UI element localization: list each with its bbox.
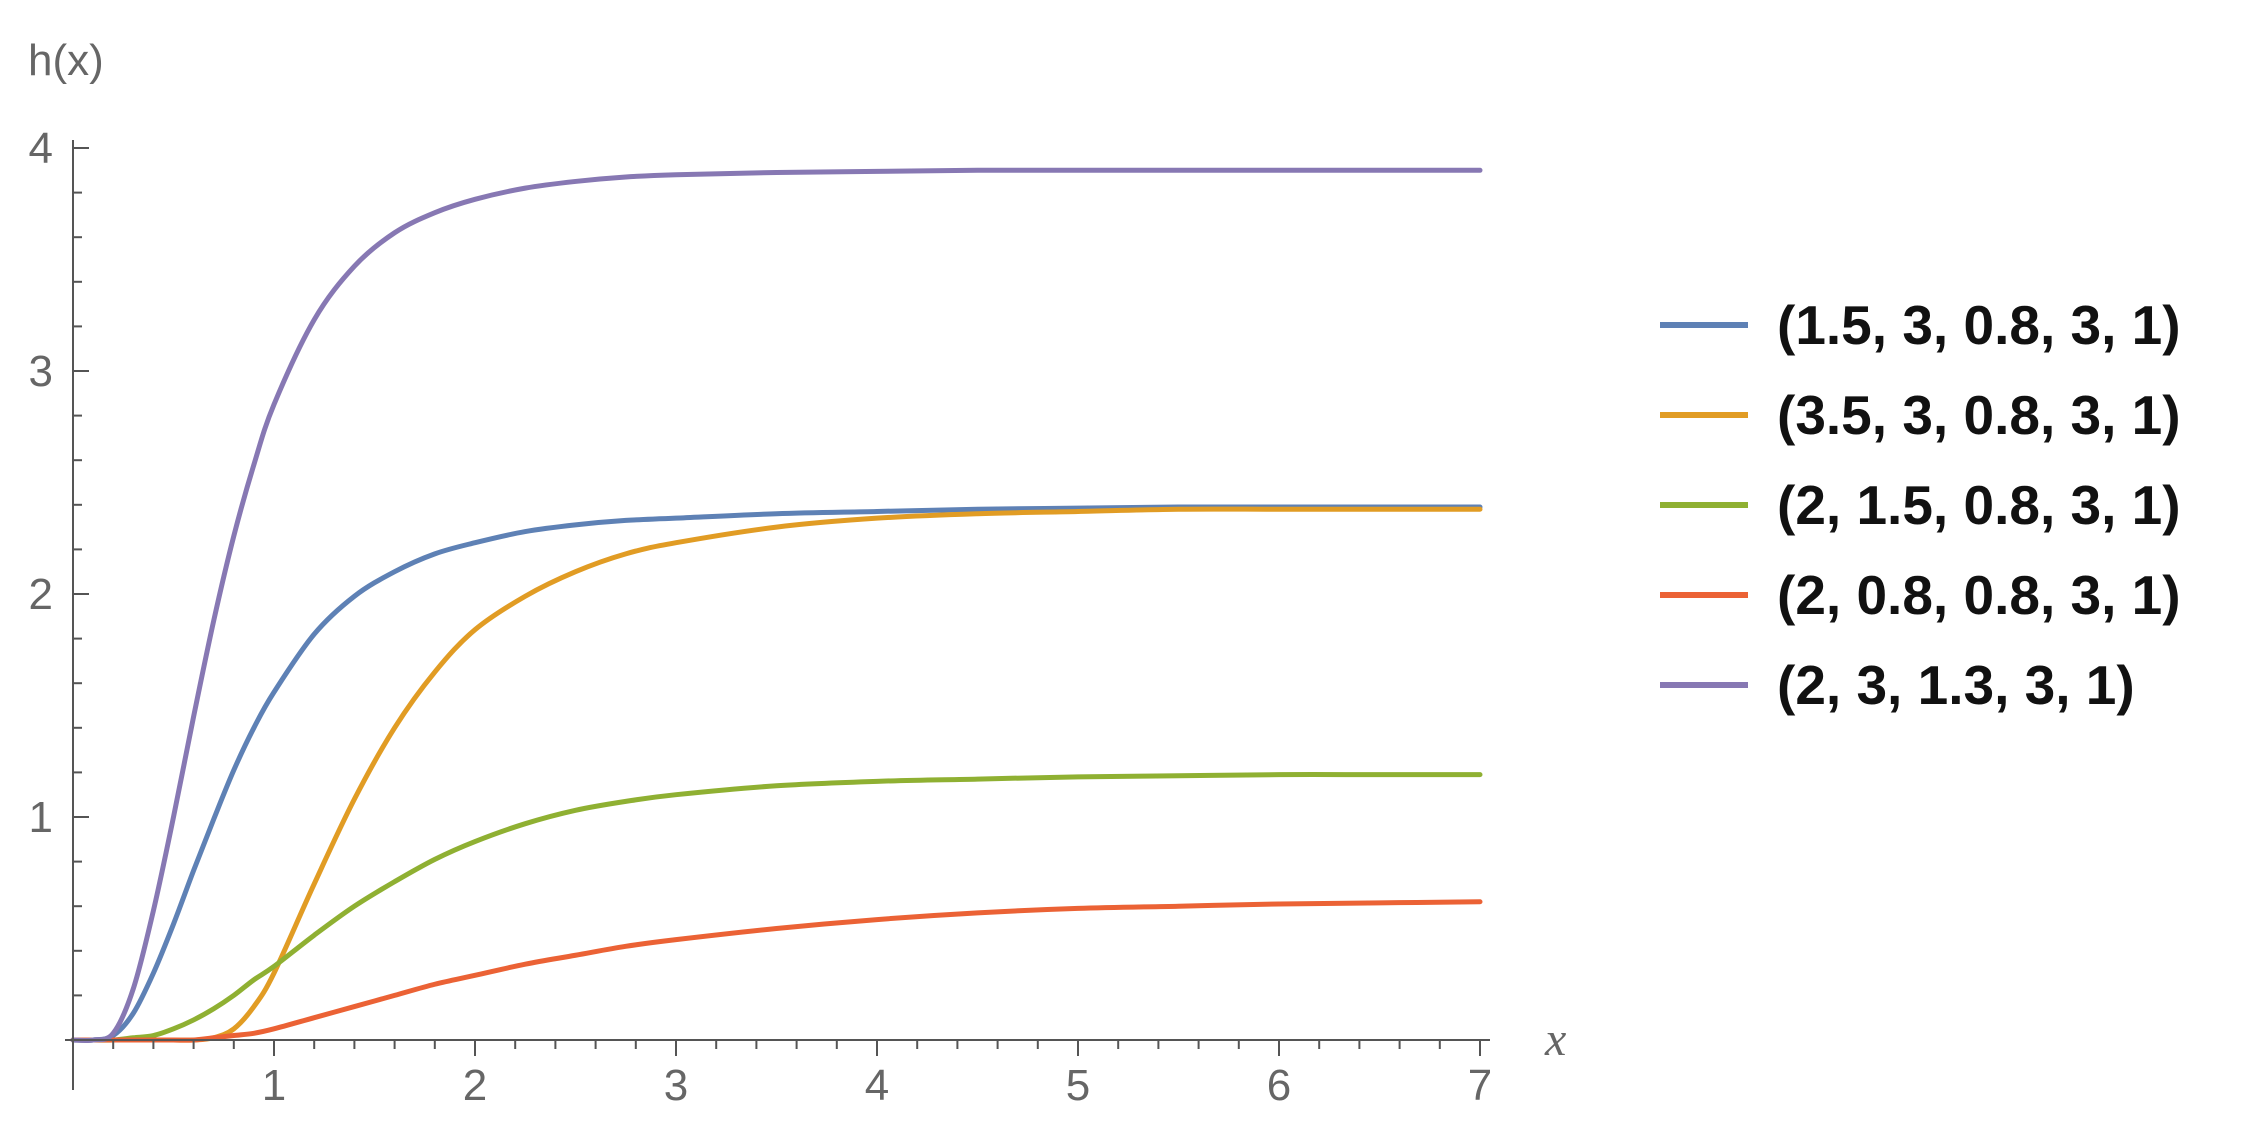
legend-label: (2, 1.5, 0.8, 3, 1) — [1777, 474, 2181, 536]
legend-label: (3.5, 3, 0.8, 3, 1) — [1777, 384, 2181, 446]
y-axis-label: h(x) — [28, 36, 104, 85]
axes: h(x) x 1 2 3 4 5 6 7 1 2 3 4 — [28, 36, 1566, 1110]
x-tick-label: 6 — [1267, 1061, 1291, 1110]
x-axis-label: x — [1544, 1013, 1566, 1066]
legend-label: (2, 3, 1.3, 3, 1) — [1777, 654, 2135, 716]
x-tick-label: 2 — [463, 1061, 487, 1110]
x-tick-label: 4 — [865, 1061, 889, 1110]
series-line-1 — [70, 504, 1483, 1043]
legend-label: (2, 0.8, 0.8, 3, 1) — [1777, 564, 2181, 626]
x-tick-label: 3 — [664, 1061, 688, 1110]
x-tick-label: 5 — [1066, 1061, 1090, 1110]
y-tick-label: 2 — [29, 570, 53, 619]
y-tick-label: 3 — [29, 347, 53, 396]
x-tick-label: 7 — [1468, 1061, 1492, 1110]
legend: (1.5, 3, 0.8, 3, 1) (3.5, 3, 0.8, 3, 1) (2… — [1660, 294, 2181, 716]
x-tick-label: 1 — [262, 1061, 286, 1110]
series-line-4 — [70, 899, 1483, 1043]
series-line-5 — [70, 167, 1483, 1043]
plot-area — [70, 167, 1483, 1043]
legend-label: (1.5, 3, 0.8, 3, 1) — [1777, 294, 2181, 356]
y-tick-label: 1 — [29, 793, 53, 842]
series-line-3 — [70, 772, 1483, 1043]
y-tick-label: 4 — [29, 124, 53, 173]
